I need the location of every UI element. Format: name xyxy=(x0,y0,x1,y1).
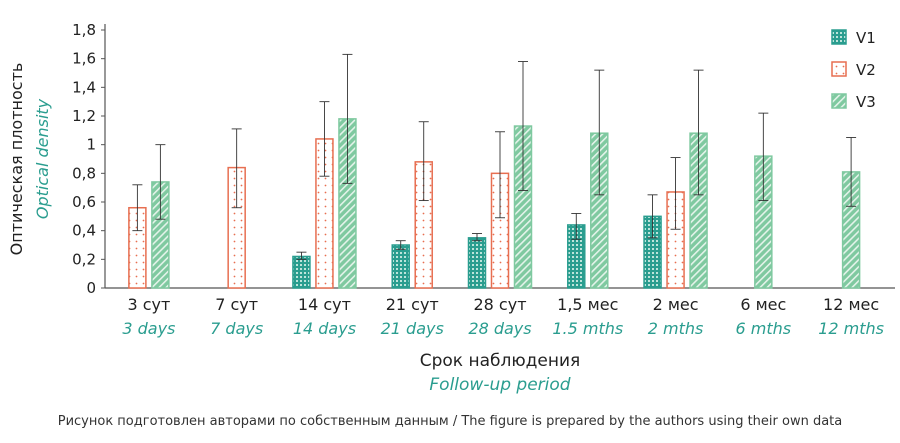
x-tick-label: 28 сут xyxy=(473,295,526,314)
legend-swatch-v2 xyxy=(831,61,847,77)
legend-label-v2: V2 xyxy=(856,61,876,79)
x-tick-label: 2 мес xyxy=(653,295,699,314)
x-tick-label-en: 12 mths xyxy=(818,319,884,338)
x-tick-label: 6 мес xyxy=(740,295,786,314)
y-tick-label: 0,6 xyxy=(72,193,96,211)
y-tick-label: 1,2 xyxy=(72,107,96,125)
y-tick-label: 1,6 xyxy=(72,50,96,68)
x-tick-label-en: 7 days xyxy=(210,319,263,338)
labels: Оптическая плотность Optical density 3 сут… xyxy=(7,63,884,395)
x-axis-title-en: Follow-up period xyxy=(429,375,570,395)
y-tick-label: 1,8 xyxy=(72,21,96,39)
legend-label-v1: V1 xyxy=(856,29,876,47)
figure-caption: Рисунок подготовлен авторами по собствен… xyxy=(57,414,843,429)
x-tick-label-en: 2 mths xyxy=(648,319,704,338)
x-tick-label-en: 14 days xyxy=(293,319,356,338)
legend-swatch-v1 xyxy=(831,29,847,45)
axes: 0 0,2 0,4 0,6 0,8 1 1,2 1,4 1,6 1,8 xyxy=(72,21,895,297)
legend-label-v3: V3 xyxy=(856,93,876,111)
bars xyxy=(128,53,861,289)
bar-v1-4 xyxy=(467,237,487,289)
x-tick-label: 3 сут xyxy=(127,295,170,314)
x-tick-label-en: 1.5 mths xyxy=(552,319,623,338)
y-tick-label: 1 xyxy=(86,136,96,154)
x-tick-label: 12 мес xyxy=(823,295,879,314)
y-tick-label: 1,4 xyxy=(72,78,96,96)
x-tick-label: 1,5 мес xyxy=(557,295,618,314)
legend: V1 V2 V3 xyxy=(831,29,876,111)
legend-swatch-v3 xyxy=(831,93,847,109)
chart: 0 0,2 0,4 0,6 0,8 1 1,2 1,4 1,6 1,8 Оптическая пл… xyxy=(7,21,895,395)
x-tick-label-en: 21 days xyxy=(381,319,444,338)
bar-v1-3 xyxy=(391,244,410,289)
x-tick-label-en: 6 mths xyxy=(736,319,792,338)
y-tick-label: 0,2 xyxy=(72,250,96,268)
x-tick-label-en: 3 days xyxy=(122,319,175,338)
x-tick-label: 14 сут xyxy=(298,295,351,314)
y-tick-label: 0,8 xyxy=(72,164,96,182)
y-axis-title-en: Optical density xyxy=(33,98,52,219)
x-tick-label-en: 28 days xyxy=(468,319,531,338)
y-tick-label: 0 xyxy=(86,279,96,297)
x-axis-title: Срок наблюдения xyxy=(420,351,581,371)
x-tick-label: 7 сут xyxy=(215,295,258,314)
bar-v1-2 xyxy=(292,255,311,289)
x-tick-label: 21 сут xyxy=(386,295,439,314)
y-tick-label: 0,4 xyxy=(72,222,96,240)
y-axis-title: Оптическая плотность xyxy=(7,63,26,256)
